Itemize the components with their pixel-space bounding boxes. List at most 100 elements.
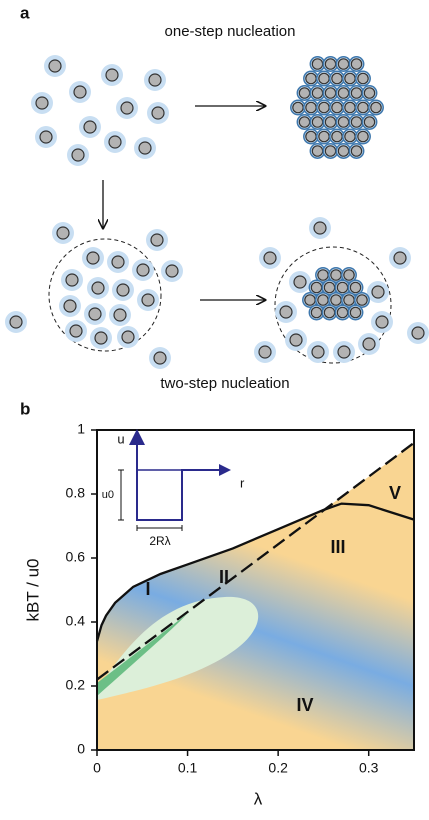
particle: [9, 315, 23, 329]
particle: [331, 130, 343, 143]
particle: [331, 72, 343, 85]
region-label: II: [219, 567, 229, 587]
bracket: [118, 469, 124, 521]
particle: [363, 87, 376, 99]
particle: [153, 351, 167, 365]
particle: [116, 283, 130, 297]
particle: [56, 226, 70, 240]
particle: [94, 331, 108, 345]
particle: [337, 58, 350, 70]
particle: [344, 72, 356, 85]
particle: [411, 326, 425, 340]
inset-label: 2Rλ: [149, 534, 170, 548]
particle: [357, 101, 369, 114]
y-tick-label: 0.2: [66, 677, 86, 693]
panel-label: a: [20, 3, 30, 22]
region-label: V: [389, 483, 401, 503]
particle: [323, 281, 336, 294]
inset-label: r: [240, 475, 245, 490]
inset-potential: [136, 469, 228, 521]
particle: [370, 101, 382, 114]
x-tick-label: 0: [93, 760, 101, 776]
y-tick-label: 0.6: [66, 549, 86, 565]
particle: [318, 101, 330, 114]
particle: [324, 87, 337, 99]
particle: [323, 306, 336, 319]
particle: [337, 116, 350, 128]
particle: [311, 345, 325, 359]
y-tick-label: 0: [77, 741, 85, 757]
particle: [304, 294, 316, 306]
particle: [113, 308, 127, 322]
particle: [344, 130, 356, 143]
particle: [69, 324, 83, 338]
particle: [105, 68, 119, 82]
particle: [121, 330, 135, 344]
particle: [317, 294, 329, 306]
region-label: IV: [296, 695, 313, 715]
particle: [337, 145, 350, 157]
particle: [313, 221, 327, 235]
particle: [349, 306, 362, 319]
particle: [150, 233, 164, 247]
particle: [120, 101, 134, 115]
particle: [88, 307, 102, 321]
particle: [298, 116, 311, 128]
particle: [48, 59, 62, 73]
particle: [73, 85, 87, 99]
x-axis-label: λ: [254, 789, 263, 808]
particle: [305, 130, 317, 143]
inset-label: u: [117, 431, 124, 446]
particle: [151, 106, 165, 120]
particle: [356, 294, 368, 306]
particle: [263, 251, 277, 265]
particle: [375, 315, 389, 329]
particle: [350, 87, 363, 99]
particle: [393, 251, 407, 265]
particle: [331, 101, 343, 114]
particle: [311, 87, 324, 99]
y-axis-label: kBT / u0: [23, 559, 42, 622]
particle: [350, 145, 363, 157]
particle: [318, 130, 330, 143]
curve: [96, 441, 415, 681]
region-label: I: [145, 579, 150, 599]
particle: [350, 116, 363, 128]
particle: [111, 255, 125, 269]
particle: [318, 72, 330, 85]
particle: [35, 96, 49, 110]
particle: [39, 130, 53, 144]
particle: [83, 120, 97, 134]
particle: [71, 148, 85, 162]
particle: [138, 141, 152, 155]
particle: [350, 58, 363, 70]
particle: [324, 145, 337, 157]
particle: [337, 87, 350, 99]
bracket: [136, 525, 183, 531]
particle: [311, 145, 324, 157]
particle: [279, 305, 293, 319]
inset-label: u0: [102, 489, 114, 501]
particle: [91, 281, 105, 295]
particle: [108, 135, 122, 149]
particle: [349, 281, 362, 294]
particle: [136, 263, 150, 277]
particle: [293, 275, 307, 289]
particle: [344, 101, 356, 114]
particle: [165, 264, 179, 278]
particle: [65, 273, 79, 287]
caption: one-step nucleation: [165, 23, 296, 40]
particle: [357, 72, 369, 85]
particle: [298, 87, 311, 99]
particle: [337, 345, 351, 359]
region-ii: [97, 596, 259, 700]
particle: [324, 116, 337, 128]
y-tick-label: 1: [77, 421, 85, 437]
particle: [311, 58, 324, 70]
particle: [141, 293, 155, 307]
particle: [371, 285, 385, 299]
particle: [86, 251, 100, 265]
particles: [5, 55, 429, 369]
dense-region: [48, 238, 162, 352]
